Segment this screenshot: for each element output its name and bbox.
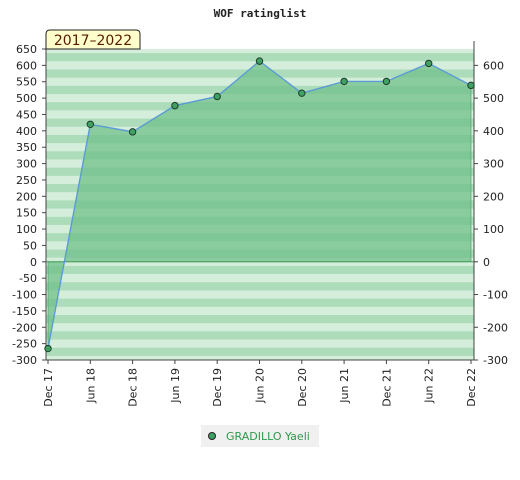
left-tick-label: -200 [12,321,37,334]
background-band [46,302,474,308]
x-tick-label: Jun 19 [169,368,182,404]
legend-series-name: GRADILLO Yaeli [226,430,310,443]
background-band [46,323,474,328]
background-band [46,319,474,324]
data-point [213,92,221,101]
legend-marker-icon [208,432,216,440]
period-badge-box [45,29,141,50]
background-band [46,286,474,291]
right-tick-label: -300 [483,354,508,367]
x-tick-label: Jun 22 [423,368,436,404]
left-tick-label: 200 [16,190,37,203]
chart-title: WOF ratinglist [214,7,307,20]
background-band [46,298,474,304]
data-point [467,81,475,90]
x-axis-ticks: Dec 17 Jun 18 Dec 18 Jun 19 Dec 19 Jun 20 Dec … [42,360,478,407]
background-band [46,53,474,58]
x-tick-label: Jun 18 [84,368,97,404]
right-tick-label: 0 [483,256,490,269]
x-tick-label: Dec 17 [42,368,55,407]
background-band [46,261,474,267]
left-tick-label: -300 [12,354,37,367]
left-tick-label: -50 [19,272,37,285]
x-tick-label: Dec 19 [211,368,224,407]
data-point [44,344,52,353]
background-band [46,327,474,332]
left-tick-label: 250 [16,174,37,187]
background-band [46,274,474,279]
background-band [46,351,474,357]
legend[interactable]: GRADILLO Yaeli [201,425,319,447]
legend-box [201,425,319,447]
data-markers [44,57,475,353]
background-band [46,278,474,283]
background-band [46,310,474,316]
background-band [46,306,474,312]
right-tick-label: 400 [483,125,504,138]
background-band [46,282,474,287]
period-label: 2017–2022 [54,33,132,49]
left-tick-label: 500 [16,92,37,105]
x-tick-label: Jun 20 [254,368,267,404]
background-band [46,355,474,361]
left-tick-label: 100 [16,223,37,236]
right-tick-label: -100 [483,289,508,302]
background-band [46,294,474,300]
right-tick-label: 600 [483,59,504,72]
background-band [46,49,474,54]
left-y-axis-ticks: 650600550500450400350300250200150100500-… [12,43,46,367]
background-band [46,314,474,320]
left-tick-label: 0 [30,256,37,269]
data-point [382,77,391,86]
left-tick-label: 450 [16,108,37,121]
data-point [86,120,95,128]
background-band [46,347,474,353]
left-tick-label: 50 [23,239,37,252]
background-band [46,269,474,275]
data-point [171,101,179,110]
data-point [340,77,348,86]
background-band [46,290,474,295]
right-tick-label: 200 [483,190,504,203]
left-tick-label: 150 [16,207,37,220]
x-tick-label: Jun 21 [338,368,351,404]
right-tick-label: -200 [483,321,508,334]
data-point [255,57,264,65]
left-tick-label: 400 [16,125,37,138]
left-tick-label: 600 [16,59,37,72]
left-tick-label: 550 [16,76,37,89]
period-badge: 2017–2022 [45,29,141,50]
right-tick-label: 500 [483,92,504,105]
left-tick-label: -150 [12,305,37,318]
data-point [128,128,137,136]
left-tick-label: 300 [16,158,37,171]
background-band [46,339,474,345]
left-tick-label: 650 [16,43,37,56]
left-tick-label: -100 [12,289,37,302]
left-tick-label: 350 [16,141,37,154]
data-point [298,89,306,97]
x-tick-label: Dec 21 [380,368,393,407]
x-tick-label: Dec 20 [296,368,309,407]
x-tick-label: Dec 22 [465,368,478,407]
right-y-axis-ticks: 600 500 400 300 200 100 0 -100 -200 -300 [474,59,508,367]
background-band [46,343,474,349]
x-tick-label: Dec 18 [127,368,140,407]
background-band [46,265,474,271]
background-band [46,335,474,340]
data-point [425,59,433,68]
right-tick-label: 100 [483,223,504,236]
right-tick-label: 300 [483,158,504,171]
background-band [46,331,474,336]
left-tick-label: -250 [12,338,37,351]
